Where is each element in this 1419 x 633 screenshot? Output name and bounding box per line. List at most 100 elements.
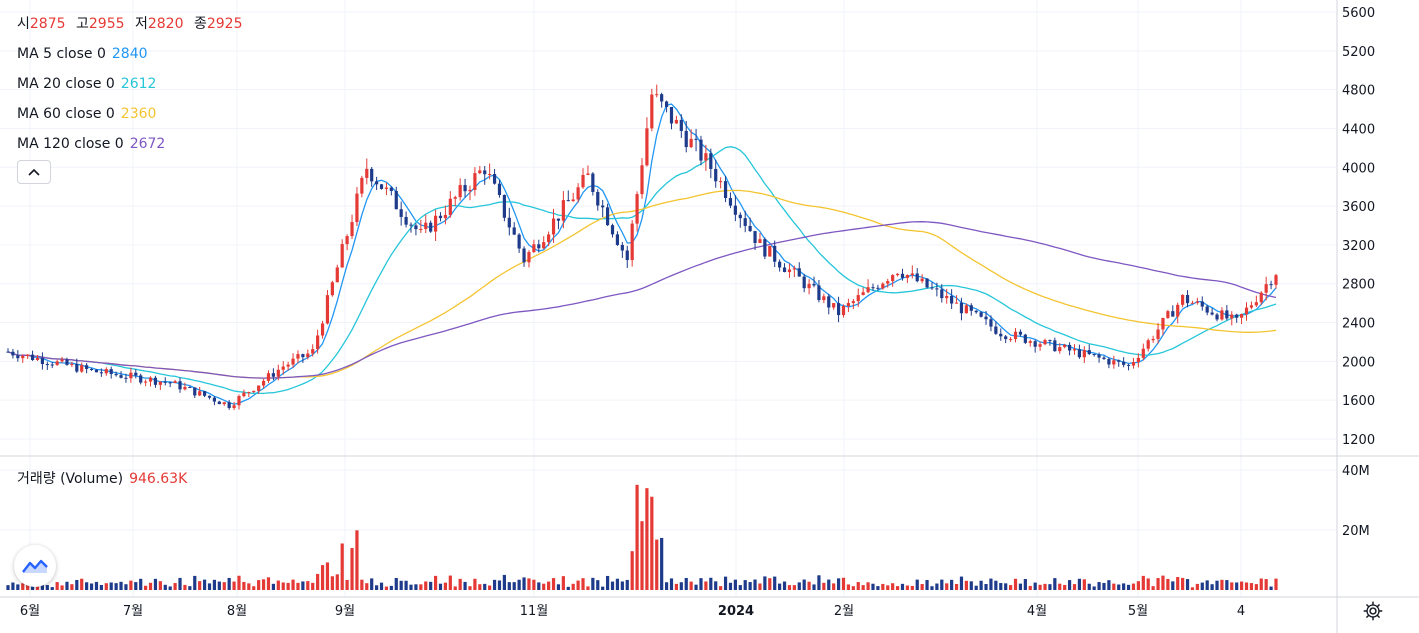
candle-body <box>50 364 54 366</box>
candle-body <box>1274 275 1278 285</box>
candle-body <box>114 374 118 376</box>
volume-bar <box>556 584 561 590</box>
volume-bar <box>296 582 300 590</box>
candle-body <box>1161 317 1165 330</box>
volume-bar <box>827 579 831 590</box>
volume-bar <box>65 581 69 590</box>
tradingview-logo-icon <box>22 559 48 573</box>
candle-body <box>247 392 251 394</box>
high-value: 2955 <box>88 16 125 32</box>
candle-body <box>935 288 939 290</box>
volume-bar <box>16 584 20 590</box>
volume-legend[interactable]: 거래량 (Volume) 946.63K <box>17 470 187 488</box>
volume-bar <box>1009 585 1013 590</box>
candle-body <box>714 168 718 182</box>
volume-bar <box>488 585 492 590</box>
candle-body <box>80 365 84 372</box>
ma60-legend[interactable]: MA 60 close 0 2360 <box>17 105 156 123</box>
volume-bar <box>158 581 162 590</box>
volume-bar <box>94 581 99 590</box>
volume-bar <box>1072 584 1077 590</box>
ma120-legend[interactable]: MA 120 close 0 2672 <box>17 135 165 153</box>
volume-bar <box>738 585 742 590</box>
candle-body <box>316 335 320 350</box>
ma5-value: 2840 <box>111 46 148 62</box>
volume-bar <box>144 585 148 590</box>
volume-bar <box>940 579 944 590</box>
ma20-legend[interactable]: MA 20 close 0 2612 <box>17 75 156 93</box>
volume-bar <box>55 582 59 590</box>
candle-body <box>699 139 703 161</box>
candle-body <box>787 269 792 273</box>
candle-body <box>679 119 683 131</box>
candle-body <box>866 287 870 293</box>
volume-bar <box>1058 583 1062 590</box>
candle-body <box>596 191 600 206</box>
candle-body <box>26 354 30 356</box>
volume-bar <box>846 584 851 590</box>
candle-body <box>542 242 546 249</box>
volume-bar <box>959 576 964 590</box>
volume-bar <box>1185 579 1190 590</box>
volume-bar <box>689 581 693 590</box>
candle-body <box>1043 340 1047 345</box>
volume-bar <box>399 580 403 590</box>
candle-body <box>404 216 408 225</box>
volume-bar <box>664 582 669 590</box>
candle-body <box>158 381 162 385</box>
gear-icon[interactable] <box>1362 600 1384 622</box>
ma5-legend[interactable]: MA 5 close 0 2840 <box>17 45 148 63</box>
ma-line-5 <box>7 103 1277 405</box>
tradingview-logo-button[interactable] <box>14 545 56 587</box>
price-tick-label: 1200 <box>1342 433 1375 448</box>
volume-bar <box>134 582 138 590</box>
candle-body <box>1092 353 1096 355</box>
candle-body <box>1013 331 1018 340</box>
candle-body <box>144 381 148 383</box>
volume-bar <box>832 583 836 590</box>
volume-bar <box>1225 580 1229 590</box>
volume-bar <box>1205 580 1209 590</box>
volume-bar <box>311 582 315 590</box>
collapse-legend-button[interactable] <box>17 160 51 184</box>
time-tick-label: 7월 <box>123 604 143 619</box>
volume-bar <box>345 579 349 590</box>
candle-body <box>522 248 526 263</box>
volume-bar <box>679 582 683 590</box>
volume-bar <box>207 583 212 590</box>
volume-bar <box>1018 583 1023 590</box>
volume-bar <box>989 578 993 590</box>
candle-body <box>836 303 841 316</box>
volume-bar <box>836 578 841 590</box>
candle-body <box>773 245 777 262</box>
volume-bar <box>276 580 280 590</box>
volume-bar <box>1077 578 1082 590</box>
candle-body <box>365 168 369 178</box>
volume-bar <box>291 579 295 590</box>
volume-bar <box>547 581 551 590</box>
volume-bar <box>26 583 30 590</box>
candle-body <box>212 397 217 402</box>
candle-body <box>512 227 516 235</box>
open-value: 2875 <box>29 16 66 32</box>
volume-bar <box>891 583 895 590</box>
candle-body <box>1112 360 1116 365</box>
volume-bar <box>797 582 801 590</box>
volume-bar <box>252 586 256 590</box>
volume-bar <box>1215 580 1219 590</box>
candle-body <box>1269 284 1273 286</box>
candle-body <box>832 303 836 308</box>
volume-bar <box>153 578 158 590</box>
volume-bar <box>900 583 905 590</box>
volume-bar <box>748 582 752 590</box>
volume-bar <box>281 582 285 590</box>
candle-body <box>517 234 521 249</box>
candle-body <box>40 357 45 365</box>
candle-body <box>443 214 448 219</box>
volume-bar <box>458 578 462 590</box>
candle-body <box>148 377 153 382</box>
volume-bar <box>950 579 954 590</box>
candle-body <box>497 183 502 195</box>
volume-bar <box>812 584 816 590</box>
